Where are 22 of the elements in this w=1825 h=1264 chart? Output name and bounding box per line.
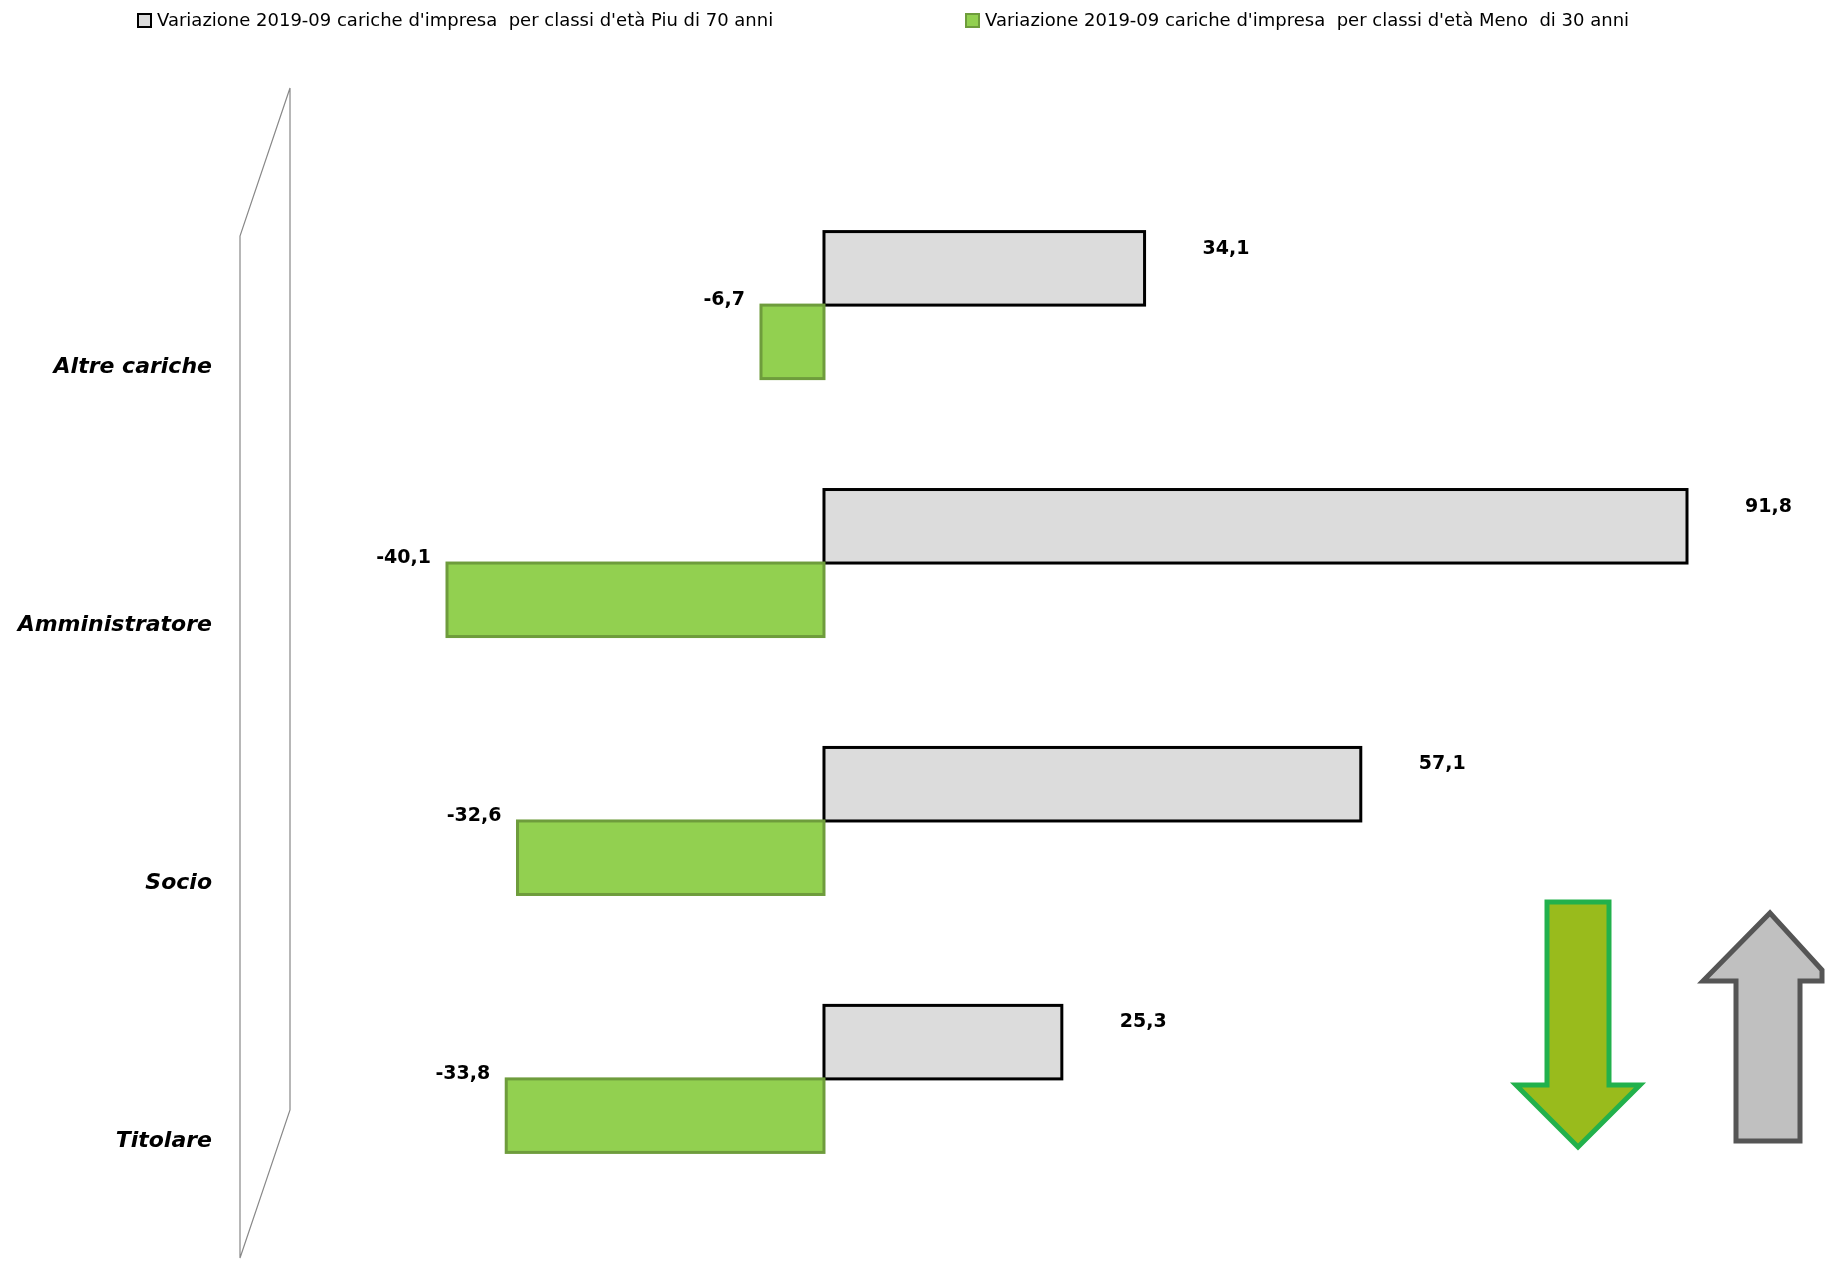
data-label: -32,6	[446, 802, 502, 825]
bar	[759, 303, 826, 381]
bar	[822, 488, 1689, 565]
bar	[822, 745, 1363, 823]
bar	[445, 561, 826, 639]
legend-label: Variazione 2019-09 cariche d'impresa per classi d'età Meno di 30 anni	[985, 9, 1630, 30]
bar	[822, 1003, 1064, 1081]
data-label: -33,8	[435, 1060, 491, 1083]
bar	[516, 819, 826, 896]
legend-label: Variazione 2019-09 cariche d'impresa per classi d'età Piu di 70 anni	[157, 9, 774, 30]
y-tick-label: Titolare	[115, 1126, 213, 1152]
data-label: -40,1	[376, 545, 431, 568]
y-tick-label: Altre cariche	[51, 353, 213, 379]
data-label: 25,3	[1119, 1009, 1167, 1032]
y-tick-label: Socio	[145, 868, 212, 894]
data-label: 91,8	[1745, 493, 1792, 516]
y-tick-label: Amministratore	[15, 611, 213, 637]
data-label: 57,1	[1418, 751, 1466, 774]
bar	[504, 1077, 826, 1154]
bar	[822, 230, 1147, 307]
data-label: 34,1	[1202, 235, 1250, 258]
data-label: -6,7	[703, 287, 745, 310]
